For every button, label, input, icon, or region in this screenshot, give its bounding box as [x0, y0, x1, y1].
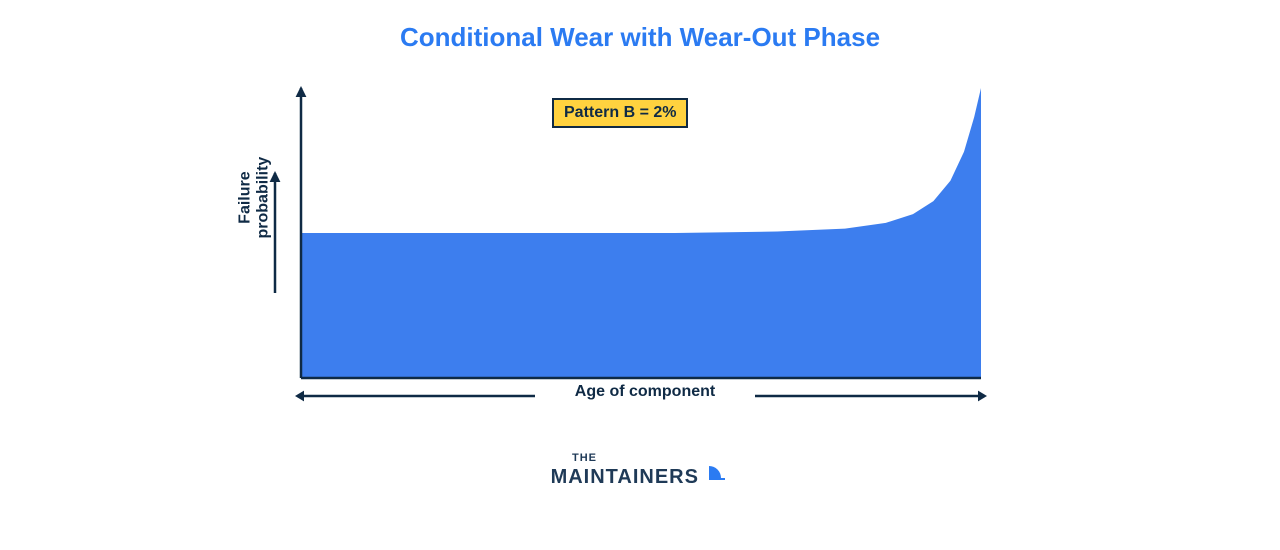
logo-accent-icon	[707, 458, 729, 485]
y-axis-label: Failure probability	[236, 138, 271, 258]
failure-curve-area	[301, 88, 981, 378]
failure-curve-chart	[295, 86, 975, 414]
logo-main-text: MAINTAINERS	[551, 466, 699, 489]
chart-title: Conditional Wear with Wear-Out Phase	[0, 22, 1280, 53]
maintainers-logo: THE MAINTAINERS	[530, 452, 750, 491]
y-axis-label-line1: Failure	[236, 171, 253, 223]
chart-svg	[295, 86, 987, 416]
x-axis-label: Age of component	[535, 383, 755, 401]
y-axis-label-line2: probability	[254, 157, 271, 239]
